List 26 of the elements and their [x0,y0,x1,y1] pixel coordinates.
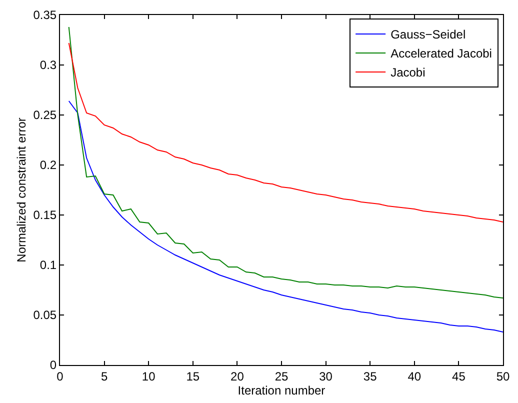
x-tick-label: 45 [452,369,466,384]
x-tick-label: 50 [496,369,510,384]
y-tick-label: 0.15 [33,208,57,222]
y-tick-label: 0.05 [33,308,57,322]
y-tick-label: 0.35 [33,8,57,22]
x-tick-label: 30 [319,369,333,384]
y-tick-label: 0.1 [40,258,57,272]
x-tick-label: 20 [230,369,244,384]
x-tick-label: 15 [186,369,200,384]
legend-label: Accelerated Jacobi [390,46,492,61]
y-axis-title: Normalized constraint error [14,118,29,262]
x-tick-label: 5 [100,369,108,384]
y-tick-label: 0 [50,358,57,372]
line-series [68,42,503,222]
x-tick-label: 35 [363,369,378,384]
y-tick-label: 0.25 [33,108,57,122]
x-axis-title: Iteration number [238,383,326,398]
y-tick-label: 0.3 [40,58,57,72]
x-tick-label: 25 [274,369,288,384]
y-tick-label: 0.2 [40,158,57,172]
x-tick-label: 10 [142,369,156,384]
legend-label: Gauss−Seidel [390,28,466,42]
line-series [68,100,503,332]
x-tick-label: 40 [408,369,422,384]
legend-label: Jacobi [390,66,426,80]
line-series [68,26,503,298]
